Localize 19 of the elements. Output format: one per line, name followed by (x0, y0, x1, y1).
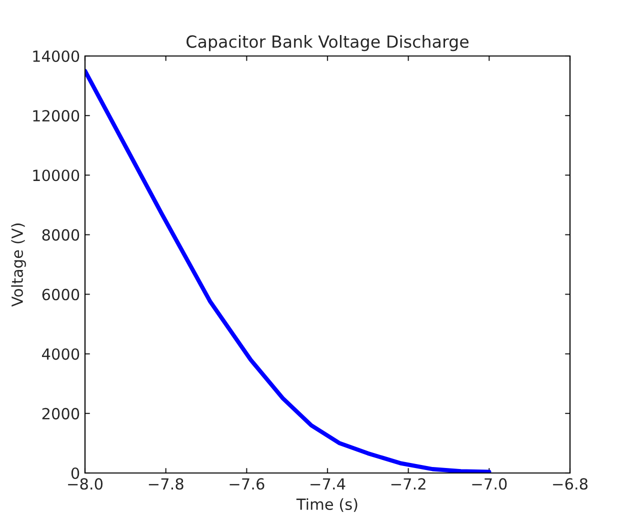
x-axis-title: Time (s) (296, 498, 358, 512)
x-tick-label: −6.8 (553, 478, 588, 490)
y-tick-label: 6000 (42, 288, 80, 300)
y-tick-label: 2000 (42, 408, 80, 420)
chart-title: Capacitor Bank Voltage Discharge (186, 35, 468, 52)
y-tick-label: 8000 (42, 229, 80, 241)
y-tick-label: 10000 (33, 170, 80, 182)
x-tick-label: −8.0 (68, 478, 103, 490)
x-tick-label: −7.6 (230, 478, 264, 490)
y-axis-title: Voltage (V) (11, 224, 26, 307)
line-series (85, 68, 492, 473)
x-tick-label: −7.2 (391, 478, 426, 490)
x-tick-label: −7.0 (472, 478, 507, 490)
y-tick-label: 12000 (33, 110, 80, 122)
x-tick-label: −7.8 (148, 478, 184, 490)
y-tick-label: 14000 (33, 50, 80, 62)
y-tick-label: 4000 (42, 348, 80, 360)
y-tick-label: 0 (71, 467, 80, 480)
x-tick-label: −7.4 (310, 478, 346, 490)
